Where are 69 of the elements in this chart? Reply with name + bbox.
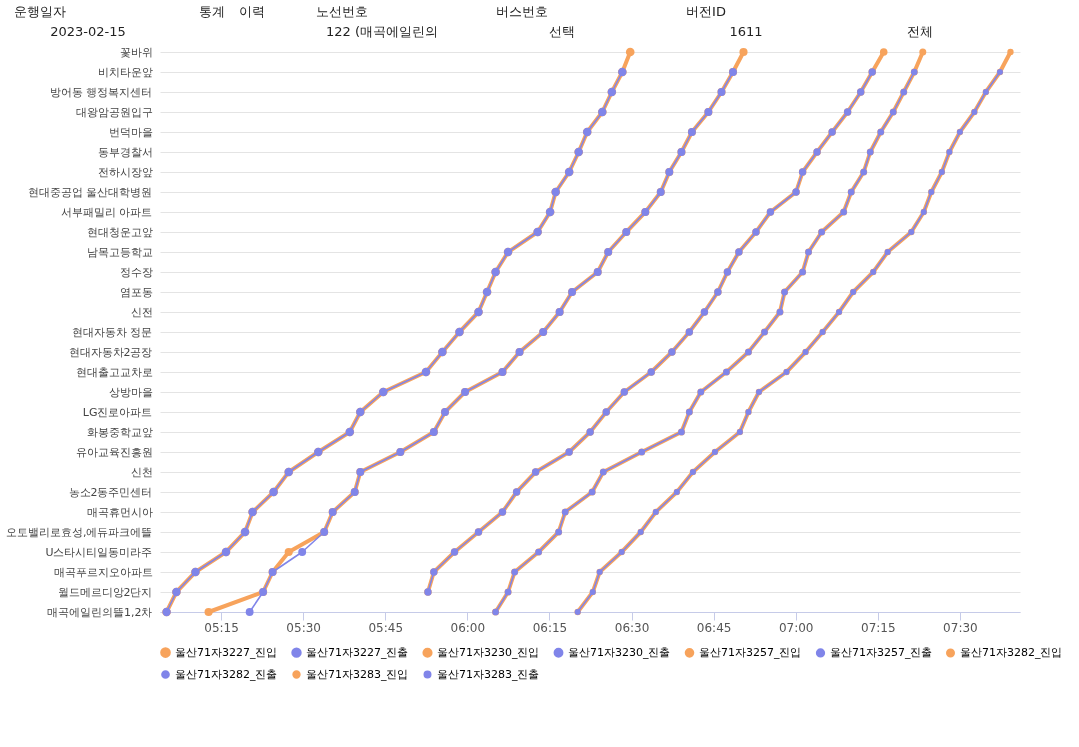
point <box>245 608 254 616</box>
y-tick-label: 현대자동차2공장 <box>68 345 153 359</box>
x-tick-label: 07:00 <box>778 620 814 635</box>
y-tick-label: 남목고등학교 <box>86 245 153 259</box>
x-tick-label: 07:15 <box>861 620 896 635</box>
y-tick-label: LG진로아파트 <box>82 405 153 419</box>
y-tick-label: U스타시티일동미라주 <box>45 545 153 559</box>
y-tick-label: 현대청운고앞 <box>86 225 153 239</box>
x-tick-label: 06:45 <box>696 620 732 635</box>
y-tick-label: 현대중공업 울산대학병원 <box>28 185 153 199</box>
y-tick-label: 비치타운앞 <box>97 65 153 79</box>
point <box>739 47 748 57</box>
text: 2023-02-15 <box>50 24 126 39</box>
point <box>919 48 927 56</box>
y-tick-label: 신전 <box>130 305 153 319</box>
legend-label: 울산71자3227_진입 <box>175 645 278 659</box>
x-tick-label: 05:45 <box>368 620 404 635</box>
y-tick-label: 꽃바위 <box>119 45 153 59</box>
y-tick-label: 매곡휴먼시아 <box>86 505 153 519</box>
x-tick-label: 06:30 <box>614 620 650 635</box>
y-tick-label: 신천 <box>130 465 153 479</box>
y-tick-label: 매곡푸르지오아파트 <box>53 565 153 579</box>
legend-label: 울산71자3283_진출 <box>437 667 540 681</box>
legend-label: 울산71자3283_진입 <box>306 667 409 681</box>
y-tick-label: 월드메르디앙2단지 <box>57 585 153 599</box>
point <box>879 48 888 56</box>
y-tick-label: 화봉중학교앞 <box>86 425 153 439</box>
y-tick-label: 유아교육진흥원 <box>75 445 153 459</box>
y-tick-label: 정수장 <box>119 265 153 279</box>
y-tick-label: 매곡에일린의뜰1,2차 <box>47 605 153 619</box>
text: 이력 <box>239 4 265 19</box>
legend-label: 울산71자3230_진출 <box>568 645 671 659</box>
text: 운행일자 <box>14 4 66 19</box>
text: 통계 <box>199 4 225 19</box>
legend-label: 울산71자3282_진출 <box>175 667 278 681</box>
legend-label: 울산71자3282_진입 <box>960 646 1063 659</box>
point <box>625 47 635 57</box>
x-tick-label: 07:30 <box>943 620 978 635</box>
y-tick-label: 방어동 행정복지센터 <box>50 85 153 99</box>
text: 버스번호 <box>496 4 548 19</box>
x-tick-label: 05:30 <box>286 620 321 635</box>
point <box>204 607 213 617</box>
y-tick-label: 서부패밀리 아파트 <box>61 205 153 219</box>
y-tick-label: 번덕마을 <box>108 125 153 139</box>
point <box>1007 48 1014 56</box>
y-tick-label: 현대자동차 정문 <box>72 325 153 339</box>
point <box>284 547 293 557</box>
point <box>298 548 307 556</box>
y-tick-label: 현대출고교차로 <box>75 365 153 379</box>
legend-label: 울산71자3257_진출 <box>830 645 933 659</box>
text: 선택 <box>549 24 575 39</box>
x-tick-label: 06:15 <box>532 620 568 635</box>
text: 1611 <box>729 24 763 39</box>
text: 노선번호 <box>316 4 368 19</box>
y-tick-label: 동부경찰서 <box>97 145 153 159</box>
y-tick-label: 상방마을 <box>108 385 153 399</box>
y-tick-label: 농소2동주민센터 <box>68 485 153 499</box>
text: 전체 <box>907 24 933 39</box>
legend-label: 울산71자3257_진입 <box>699 645 802 659</box>
y-tick-label: 오토밸리로효성,에듀파크에뜰 <box>6 525 153 539</box>
x-tick-label: 05:15 <box>204 620 239 635</box>
legend-label: 울산71자3227_진출 <box>306 645 409 659</box>
y-tick-label: 염포동 <box>119 285 153 299</box>
x-tick-label: 06:00 <box>450 620 486 635</box>
text: 버전ID <box>686 4 726 19</box>
text: 122 (매곡에일린의 <box>325 24 439 39</box>
y-tick-label: 전하시장앞 <box>97 165 153 179</box>
y-tick-label: 대왕암공원입구 <box>75 105 153 119</box>
legend-label: 울산71자3230_진입 <box>437 645 540 659</box>
